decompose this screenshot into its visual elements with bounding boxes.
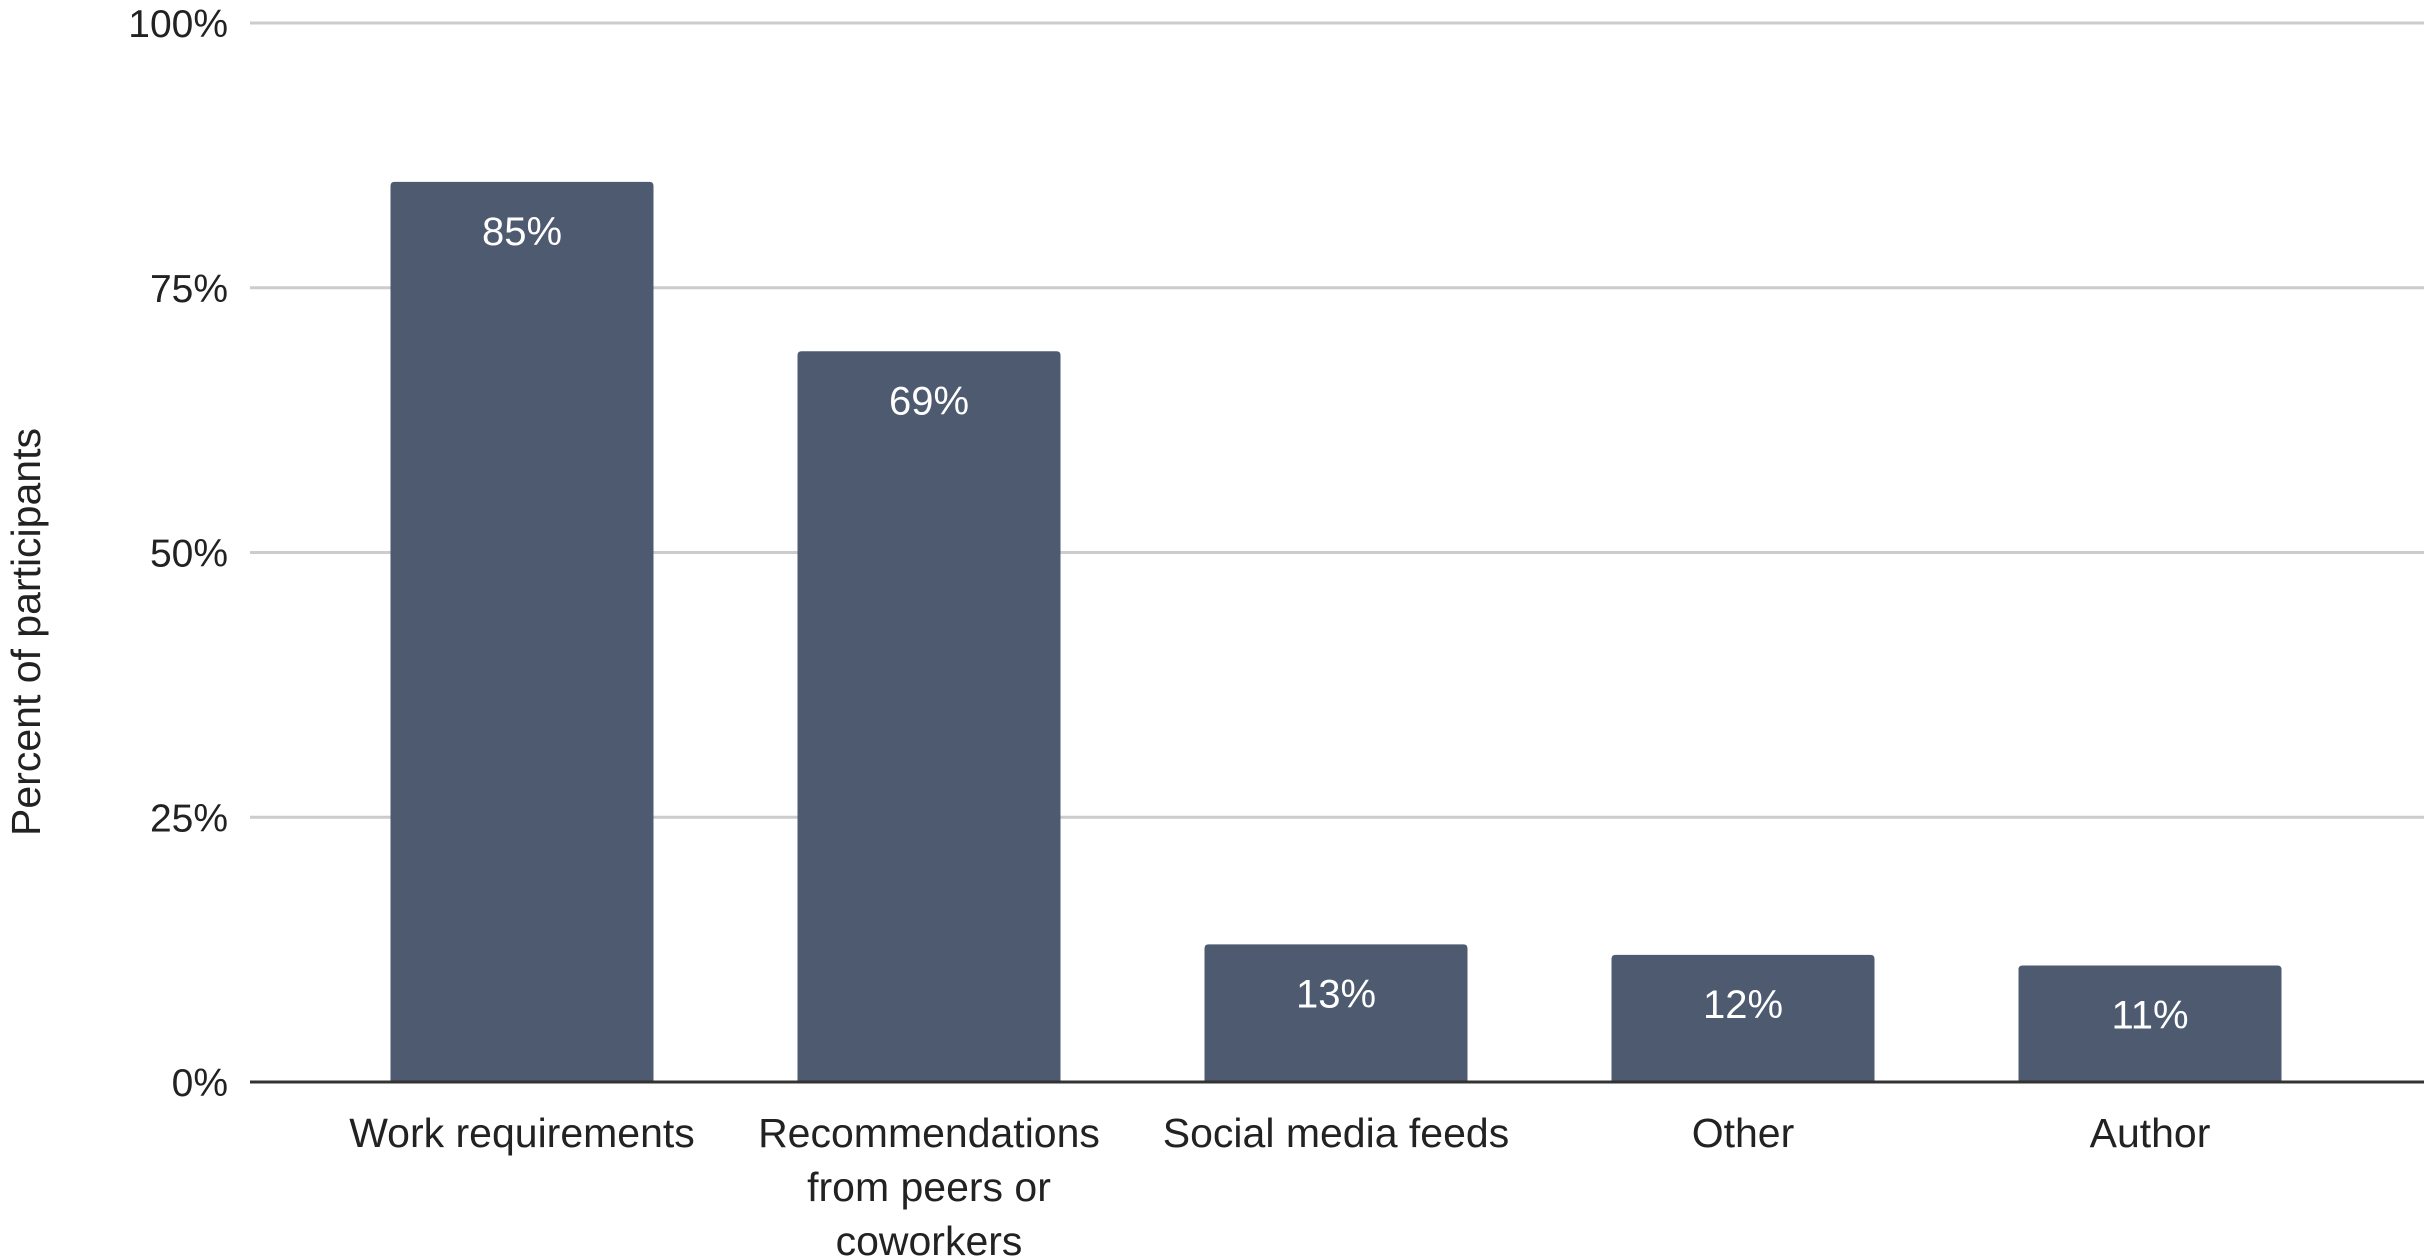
bar-data-label: 85% bbox=[482, 210, 562, 254]
x-category-label: Author bbox=[2090, 1110, 2211, 1156]
bar bbox=[1611, 954, 1875, 1082]
x-category-label: Other bbox=[1692, 1110, 1795, 1156]
bar-data-labels: 85% 69% 13% 12% 11% bbox=[482, 210, 2189, 1038]
bar bbox=[1204, 944, 1468, 1082]
x-category-label-line: Work requirements bbox=[349, 1110, 695, 1156]
x-category-label-line: Other bbox=[1692, 1110, 1795, 1156]
y-tick-label: 100% bbox=[128, 3, 228, 46]
y-axis-tick-labels: 0% 25% 50% 75% 100% bbox=[128, 3, 228, 1105]
x-axis-category-labels: Work requirements Recommendations from pee… bbox=[349, 1110, 2210, 1260]
y-tick-label: 25% bbox=[150, 797, 228, 840]
x-category-label-line: Recommendations bbox=[758, 1110, 1100, 1156]
x-category-label: Work requirements bbox=[349, 1110, 695, 1156]
bar-data-label: 69% bbox=[889, 379, 969, 423]
x-category-label-line: Author bbox=[2090, 1110, 2211, 1156]
y-tick-label: 0% bbox=[172, 1062, 228, 1105]
bar bbox=[2018, 965, 2282, 1082]
y-tick-label: 75% bbox=[150, 268, 228, 311]
x-category-label-line: Social media feeds bbox=[1163, 1110, 1509, 1156]
bar-data-label: 12% bbox=[1703, 983, 1783, 1027]
bar bbox=[797, 351, 1061, 1082]
x-category-label-line: coworkers bbox=[836, 1218, 1023, 1260]
y-axis-title: Percent of participants bbox=[3, 428, 49, 836]
x-category-label: Recommendations from peers or coworkers bbox=[758, 1110, 1100, 1260]
bars bbox=[390, 181, 2282, 1083]
bar-data-label: 13% bbox=[1296, 972, 1376, 1016]
bar bbox=[390, 181, 654, 1083]
bar-data-label: 11% bbox=[2111, 994, 2188, 1038]
x-category-label-line: from peers or bbox=[807, 1164, 1051, 1210]
x-category-label: Social media feeds bbox=[1163, 1110, 1509, 1156]
y-tick-label: 50% bbox=[150, 533, 228, 576]
